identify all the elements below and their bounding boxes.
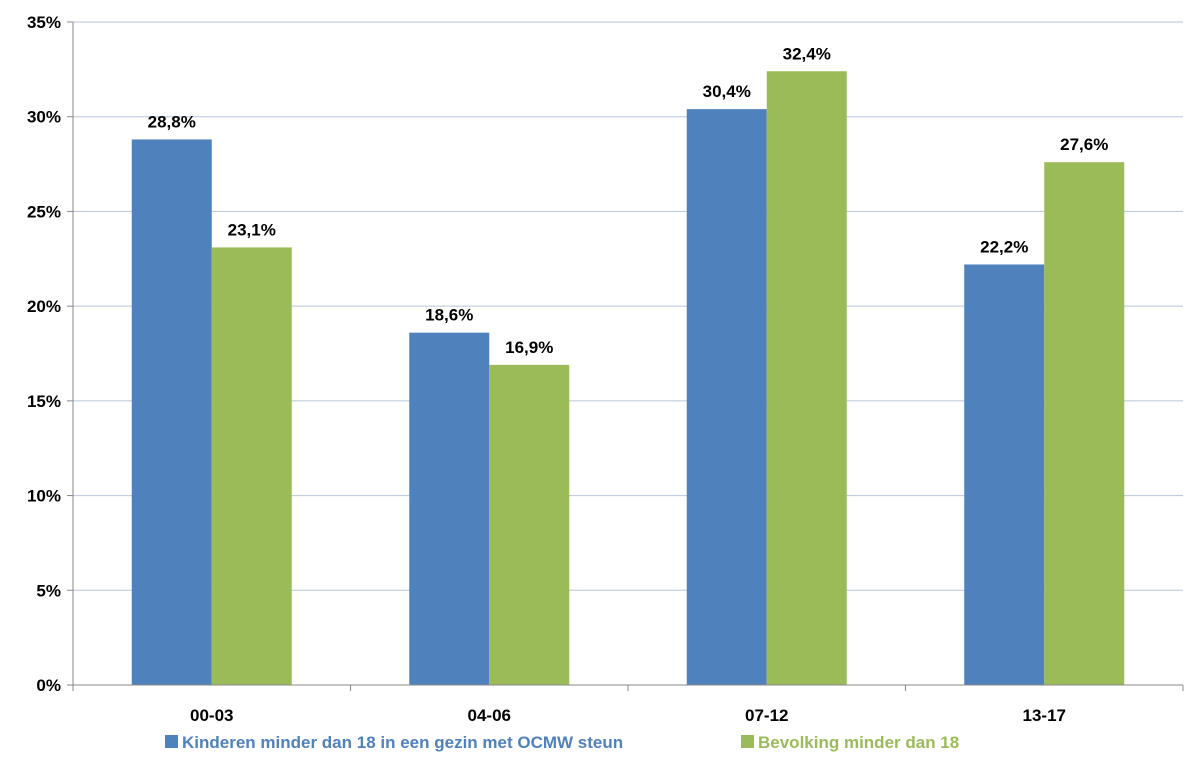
bar-data-label: 22,2% bbox=[980, 237, 1028, 256]
legend-swatch bbox=[165, 735, 178, 748]
bar-data-label: 30,4% bbox=[703, 82, 751, 101]
y-tick-label: 35% bbox=[27, 13, 61, 32]
y-tick-label: 20% bbox=[27, 297, 61, 316]
legend-label: Kinderen minder dan 18 in een gezin met … bbox=[182, 733, 623, 752]
bar bbox=[409, 332, 490, 685]
bars bbox=[131, 71, 1125, 686]
y-tick-label: 25% bbox=[27, 202, 61, 221]
y-tick-label: 10% bbox=[27, 487, 61, 506]
y-tick-label: 30% bbox=[27, 108, 61, 127]
bar-data-label: 32,4% bbox=[783, 44, 831, 63]
bar bbox=[489, 364, 570, 685]
bar-data-label: 27,6% bbox=[1060, 135, 1108, 154]
bar bbox=[211, 247, 292, 686]
x-tick-label: 00-03 bbox=[190, 706, 233, 725]
bar-data-label: 16,9% bbox=[505, 338, 553, 357]
bar bbox=[686, 109, 767, 685]
bar-data-label: 23,1% bbox=[228, 220, 276, 239]
x-tick-label: 13-17 bbox=[1023, 706, 1066, 725]
axes: 0% 5% 10% 15% 20% 25% 30% 35% 00-03 04-06 07-12 13-… bbox=[27, 13, 1184, 725]
data-labels: 28,8% 23,1% 18,6% 16,9% 30,4% 32,4% 22,2% 27,6% bbox=[148, 44, 1109, 357]
bar bbox=[766, 71, 847, 686]
bar-data-label: 18,6% bbox=[425, 306, 473, 325]
legend-label: Bevolking minder dan 18 bbox=[758, 733, 959, 752]
y-tick-label: 0% bbox=[36, 676, 61, 695]
bar bbox=[131, 139, 212, 686]
x-tick-label: 04-06 bbox=[468, 706, 511, 725]
y-tick-label: 5% bbox=[36, 581, 61, 600]
legend-swatch bbox=[741, 735, 754, 748]
bar bbox=[964, 264, 1045, 685]
legend: Kinderen minder dan 18 in een gezin met … bbox=[165, 733, 959, 752]
bar-data-label: 28,8% bbox=[148, 112, 196, 131]
x-tick-label: 07-12 bbox=[745, 706, 788, 725]
y-tick-label: 15% bbox=[27, 392, 61, 411]
bar bbox=[1044, 162, 1125, 686]
